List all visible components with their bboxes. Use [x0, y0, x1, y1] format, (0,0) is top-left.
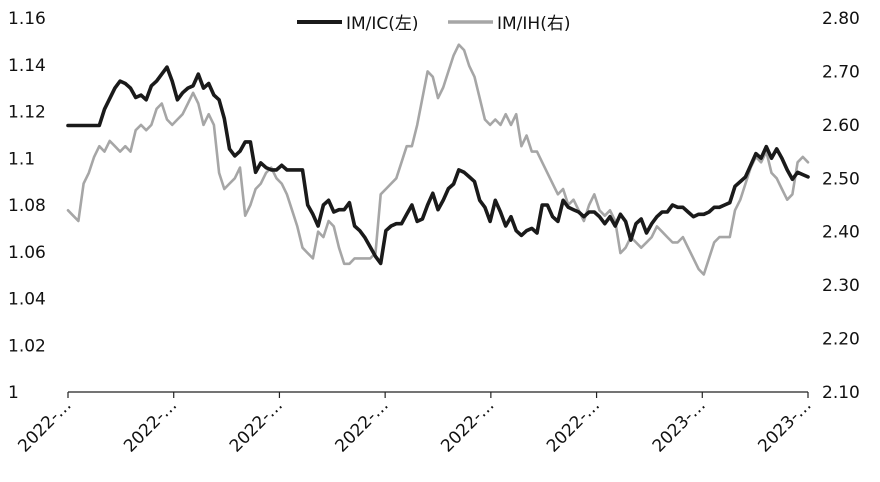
x-tick-label: 2023-…: [754, 395, 815, 456]
x-tick-label: 2022-…: [120, 395, 181, 456]
y-right-tick-label: 2.60: [822, 116, 860, 136]
y-right-tick-label: 2.10: [822, 383, 860, 403]
x-tick-label: 2022-…: [332, 395, 393, 456]
y-left-tick-label: 1.02: [8, 336, 46, 356]
x-tick-label: 2023-…: [649, 395, 710, 456]
y-left-tick-label: 1: [8, 383, 19, 403]
y-left-tick-label: 1.08: [8, 196, 46, 216]
y-right-tick-label: 2.70: [822, 62, 860, 82]
legend-label-im-ih: IM/IH(右): [497, 14, 570, 34]
y-left-tick-label: 1.06: [8, 243, 46, 263]
y-left-tick-label: 1.14: [8, 56, 46, 76]
y-left-tick-label: 1.16: [8, 9, 46, 29]
y-right-tick-label: 2.50: [822, 169, 860, 189]
y-right-tick-label: 2.30: [822, 276, 860, 296]
x-tick-label: 2022-…: [543, 395, 604, 456]
y-left-tick-label: 1.1: [8, 149, 35, 169]
y-right-tick-label: 2.20: [822, 330, 860, 350]
y-left-tick-label: 1.12: [8, 103, 46, 123]
y-right-tick-label: 2.80: [822, 9, 860, 29]
series-line-im-ih: [66, 43, 810, 276]
series-line-im-ic: [66, 65, 810, 266]
x-tick-label: 2022-…: [437, 395, 498, 456]
legend-label-im-ic: IM/IC(左): [346, 14, 419, 34]
x-tick-label: 2022-…: [14, 395, 75, 456]
x-tick-label: 2022-…: [226, 395, 287, 456]
y-left-tick-label: 1.04: [8, 290, 46, 310]
y-right-tick-label: 2.40: [822, 223, 860, 243]
